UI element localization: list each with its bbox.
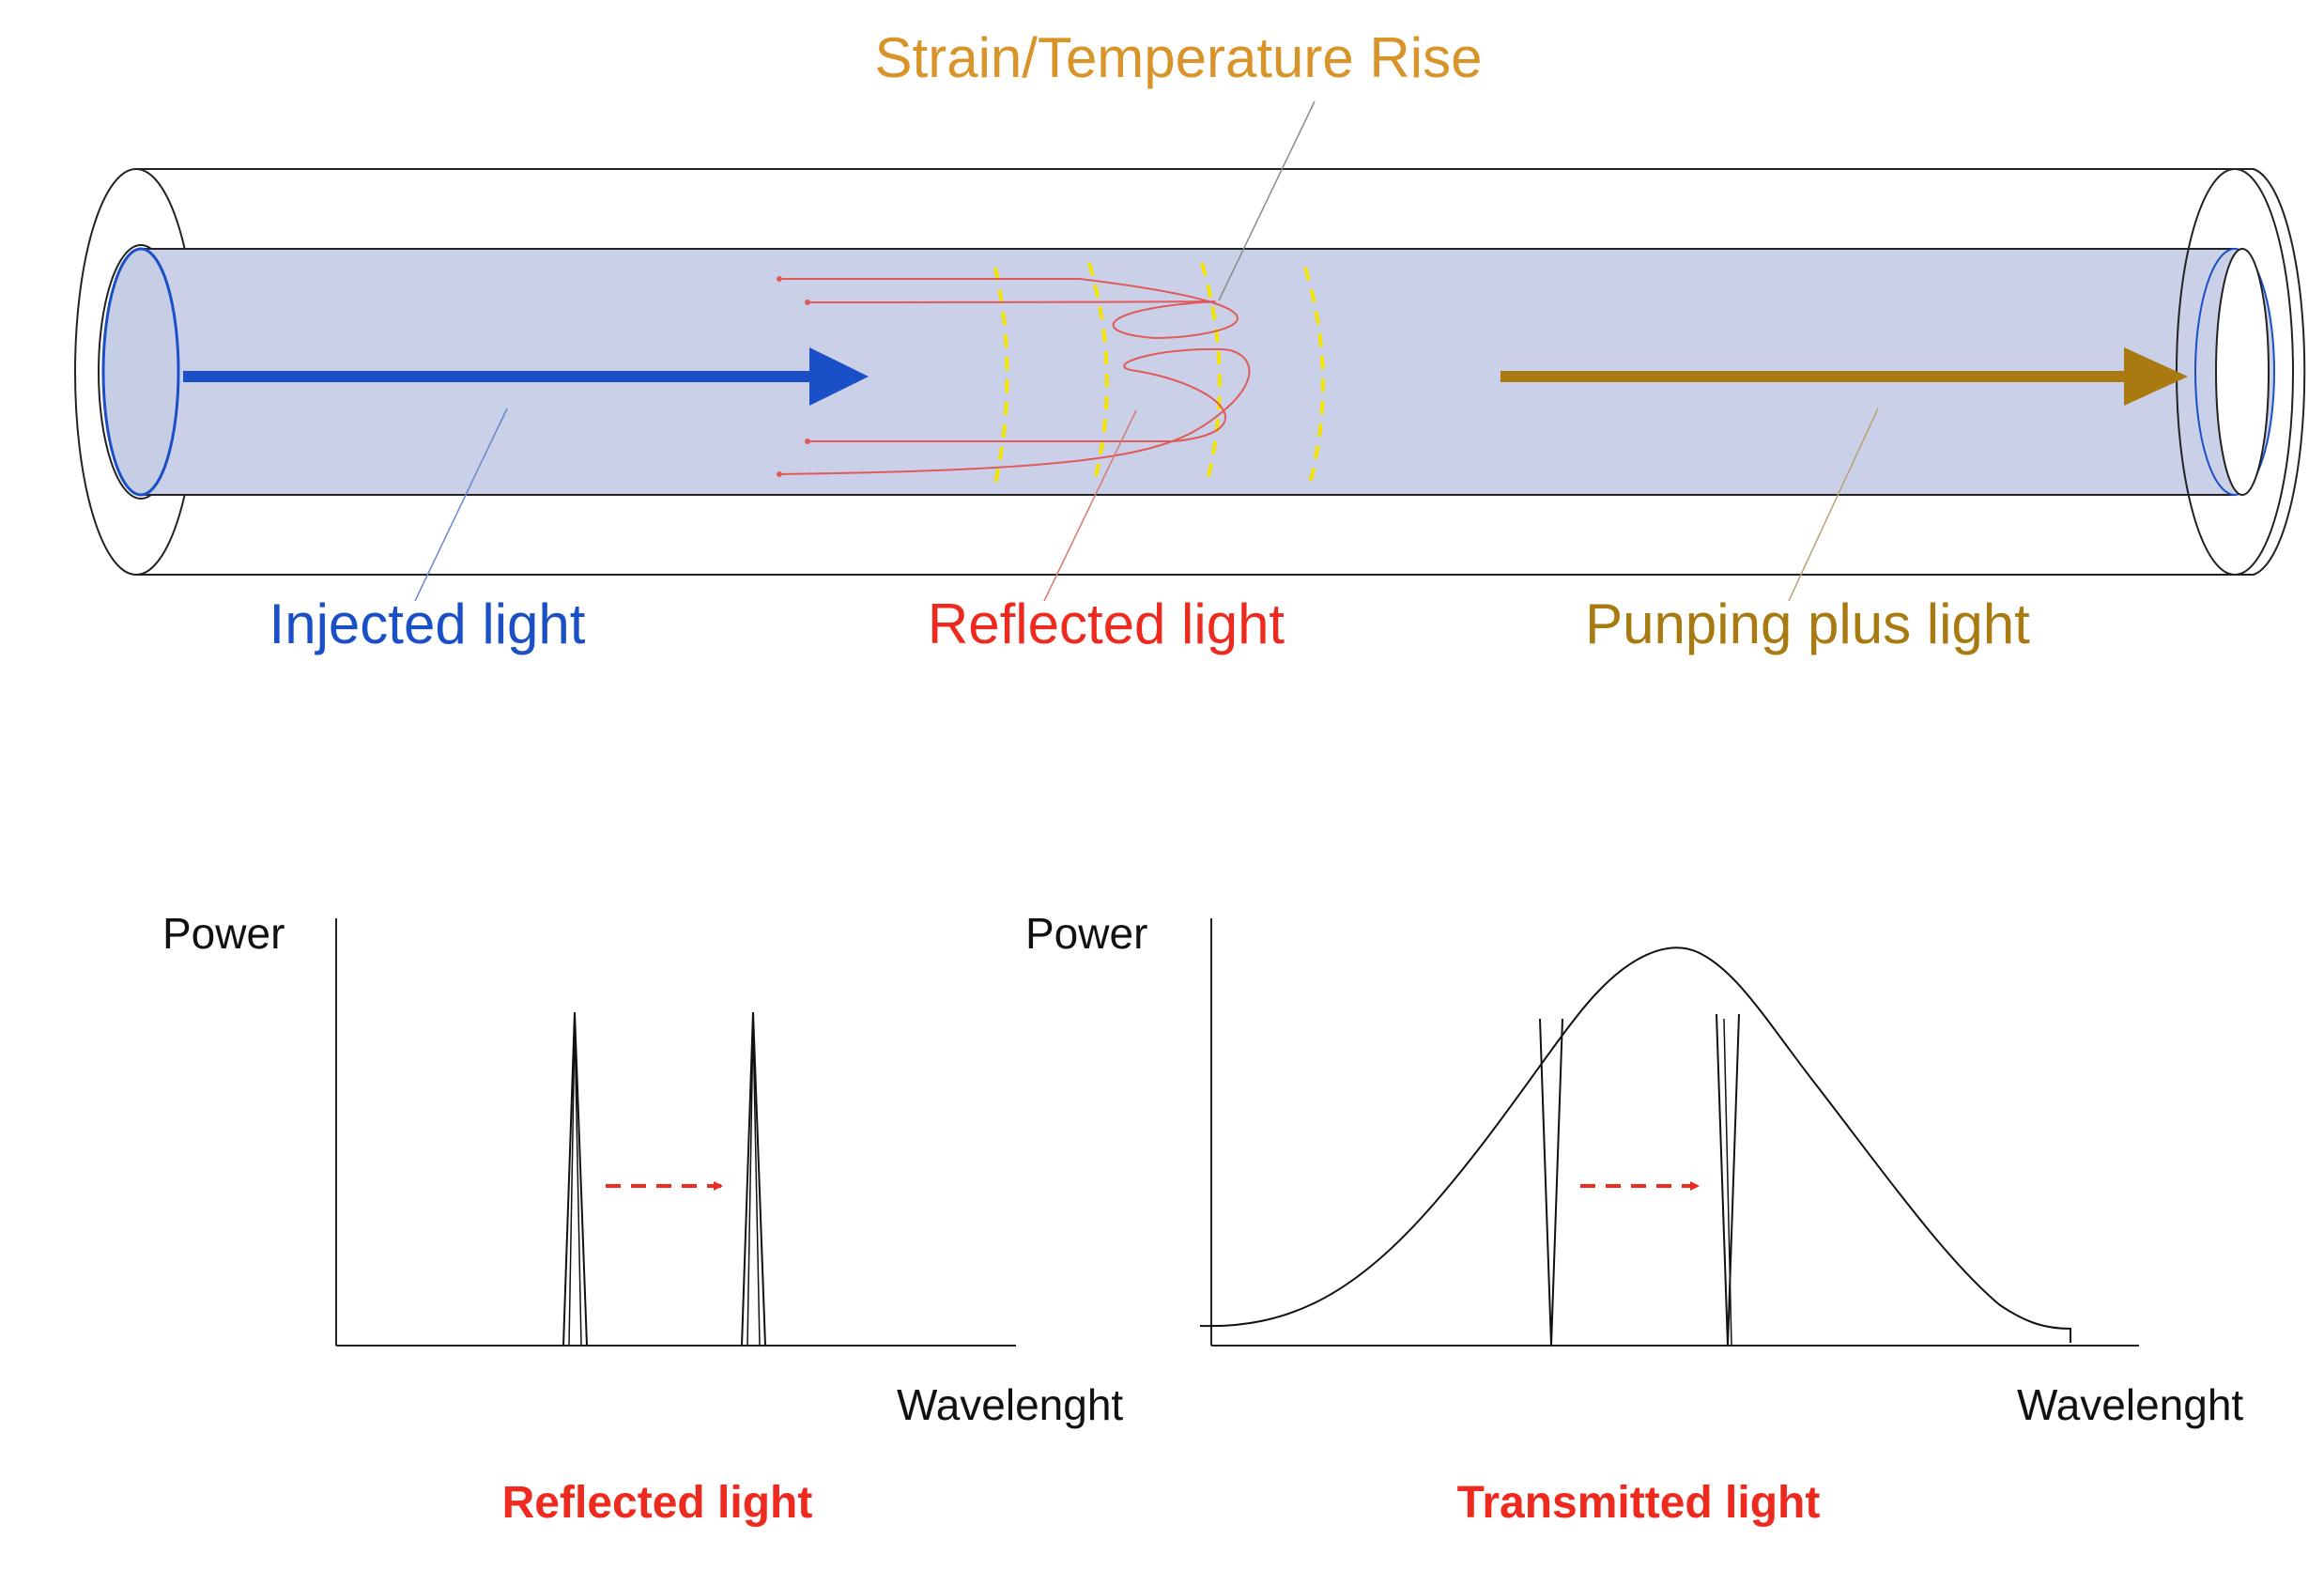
x-axis-label: Wavelenght bbox=[2017, 1380, 2243, 1429]
injected-leader bbox=[414, 408, 508, 602]
reflection-path bbox=[779, 278, 1239, 340]
transmission-notch-shifted bbox=[1716, 1013, 1740, 1347]
reflection-peak-shifted-inner bbox=[746, 1023, 761, 1347]
reflected-spectrum-plot: Power Wavelenght Reflected light bbox=[162, 909, 1123, 1528]
reflection-endpoint bbox=[777, 276, 782, 282]
injected-light-label: Injected light bbox=[269, 593, 586, 655]
reflection-peak-initial bbox=[562, 1011, 588, 1347]
injected-light-arrow bbox=[183, 347, 869, 406]
grating-plane bbox=[1087, 262, 1109, 485]
leader-lines bbox=[414, 100, 1879, 602]
bragg-grating bbox=[993, 262, 1325, 485]
x-axis-label: Wavelenght bbox=[897, 1380, 1123, 1429]
core-left-end bbox=[101, 247, 180, 497]
reflection-endpoint bbox=[777, 471, 782, 477]
strain-temperature-label: Strain/Temperature Rise bbox=[875, 26, 1483, 89]
strain-leader bbox=[1218, 100, 1316, 301]
cladding-right-inner bbox=[2215, 248, 2270, 496]
reflected-leader bbox=[1043, 409, 1137, 602]
grating-plane bbox=[1303, 267, 1325, 485]
pumping-light-arrow bbox=[1501, 347, 2188, 406]
pumping-leader bbox=[1788, 408, 1879, 602]
reflection-peak-shifted bbox=[741, 1011, 766, 1347]
broadband-spectrum-curve bbox=[1199, 947, 2071, 1343]
reflection-peak-initial-inner bbox=[568, 1023, 582, 1347]
grating-plane bbox=[993, 267, 1009, 485]
reflected-light-label: Reflected light bbox=[928, 593, 1285, 655]
grating-plane bbox=[1200, 262, 1222, 485]
reflection-endpoint bbox=[805, 300, 810, 305]
y-axis-label: Power bbox=[162, 909, 285, 958]
transmission-notch-initial bbox=[1539, 1018, 1563, 1347]
transmitted-spectrum-plot: Power Wavelenght Transmitted light bbox=[1025, 909, 2243, 1528]
reflected-light-paths bbox=[777, 276, 1251, 477]
pumping-light-label: Punping plus light bbox=[1585, 593, 2030, 655]
reflection-endpoint bbox=[805, 439, 810, 444]
y-axis-label: Power bbox=[1025, 909, 1147, 958]
reflection-path bbox=[778, 347, 1251, 475]
transmission-notch-shifted-inner bbox=[1723, 1018, 1732, 1347]
plot-caption: Reflected light bbox=[502, 1478, 813, 1528]
optical-fiber: Strain/Temperature Rise Injected light R… bbox=[74, 26, 2306, 655]
plot-caption: Transmitted light bbox=[1457, 1478, 1821, 1528]
